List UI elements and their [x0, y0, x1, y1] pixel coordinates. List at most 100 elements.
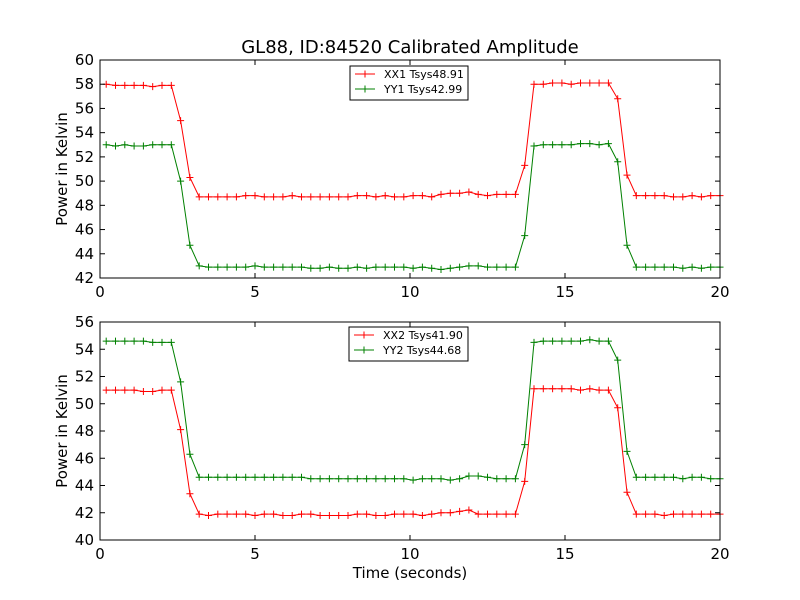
y-tick-label: 42	[75, 269, 94, 287]
data-point	[511, 263, 519, 271]
data-point	[242, 473, 250, 481]
data-point	[177, 426, 185, 434]
data-point	[242, 510, 250, 518]
data-point	[307, 510, 315, 518]
data-point	[288, 512, 296, 519]
data-point	[270, 193, 278, 201]
data-point	[567, 141, 575, 149]
data-point	[409, 476, 417, 484]
data-point	[428, 193, 436, 201]
data-point	[112, 386, 119, 394]
data-point	[679, 193, 687, 201]
data-point	[511, 190, 519, 198]
data-point	[558, 337, 566, 345]
data-point	[381, 512, 389, 519]
data-point	[307, 193, 315, 201]
data-point	[474, 472, 482, 480]
data-point	[344, 475, 352, 483]
data-point	[223, 510, 231, 518]
data-point	[167, 81, 175, 89]
data-point	[270, 263, 278, 271]
data-point	[177, 378, 185, 386]
data-point	[418, 263, 426, 271]
data-point	[260, 193, 268, 201]
y-tick-label: 54	[75, 124, 94, 142]
x-tick-label: 20	[710, 283, 729, 301]
data-point	[604, 386, 612, 394]
y-tick-label: 58	[75, 75, 94, 93]
data-point	[651, 192, 659, 200]
data-point	[679, 475, 687, 483]
data-point	[428, 264, 436, 272]
data-point	[595, 141, 603, 149]
y-tick-label: 56	[75, 99, 94, 117]
data-point	[139, 81, 147, 89]
data-point	[558, 385, 566, 393]
y-axis-label: Power in Kelvin	[53, 112, 71, 226]
data-point	[251, 473, 259, 481]
data-point	[158, 386, 166, 394]
series-markers-2	[102, 336, 724, 484]
data-point	[270, 473, 278, 481]
data-point	[149, 388, 157, 395]
data-point	[558, 141, 566, 149]
top-plot-panel: 0 5 10 15 20 42 44 46 48 50 52 54 56 58 60 Power in Kel…	[53, 51, 730, 301]
data-point	[642, 263, 650, 271]
data-point	[642, 192, 650, 200]
y-tick-label: 42	[75, 504, 94, 522]
data-point	[623, 447, 631, 455]
data-point	[400, 263, 408, 271]
data-point	[456, 263, 464, 271]
series-markers-2	[102, 140, 724, 273]
data-point	[670, 263, 677, 271]
data-point	[344, 264, 352, 272]
data-point	[456, 475, 464, 483]
data-point	[335, 475, 343, 483]
y-tick-label: 44	[75, 477, 94, 495]
data-point	[632, 192, 640, 200]
data-point	[530, 338, 538, 346]
data-point	[391, 193, 398, 201]
data-point	[186, 241, 194, 249]
data-point	[446, 264, 454, 272]
data-point	[205, 473, 212, 481]
data-point	[493, 263, 501, 271]
x-tick-label: 15	[555, 283, 574, 301]
data-point	[446, 189, 454, 197]
data-point	[270, 510, 278, 518]
x-tick-label: 5	[250, 283, 260, 301]
data-point	[484, 192, 491, 200]
data-point	[614, 356, 622, 364]
data-point	[530, 80, 538, 88]
data-point	[205, 512, 212, 519]
data-point	[214, 193, 222, 201]
data-point	[325, 263, 333, 271]
data-point	[214, 473, 222, 481]
data-point	[437, 509, 445, 517]
data-point	[511, 510, 519, 518]
data-point	[232, 473, 240, 481]
data-point	[381, 475, 389, 483]
data-point	[586, 336, 594, 344]
data-point	[502, 190, 510, 198]
data-point	[223, 473, 231, 481]
data-point	[428, 510, 436, 518]
data-point	[260, 263, 268, 271]
data-point	[353, 192, 361, 200]
data-point	[632, 473, 640, 481]
legend-swatch-marker	[361, 70, 369, 78]
data-point	[195, 193, 203, 201]
data-point	[493, 475, 501, 483]
data-point	[623, 488, 631, 496]
data-point	[139, 337, 147, 345]
data-point	[372, 263, 380, 271]
data-point	[158, 338, 166, 346]
data-point	[372, 512, 380, 519]
data-point	[260, 473, 268, 481]
data-point	[391, 475, 398, 483]
data-point	[353, 263, 361, 271]
data-point	[298, 473, 305, 481]
data-point	[465, 472, 473, 480]
data-point	[363, 264, 371, 272]
